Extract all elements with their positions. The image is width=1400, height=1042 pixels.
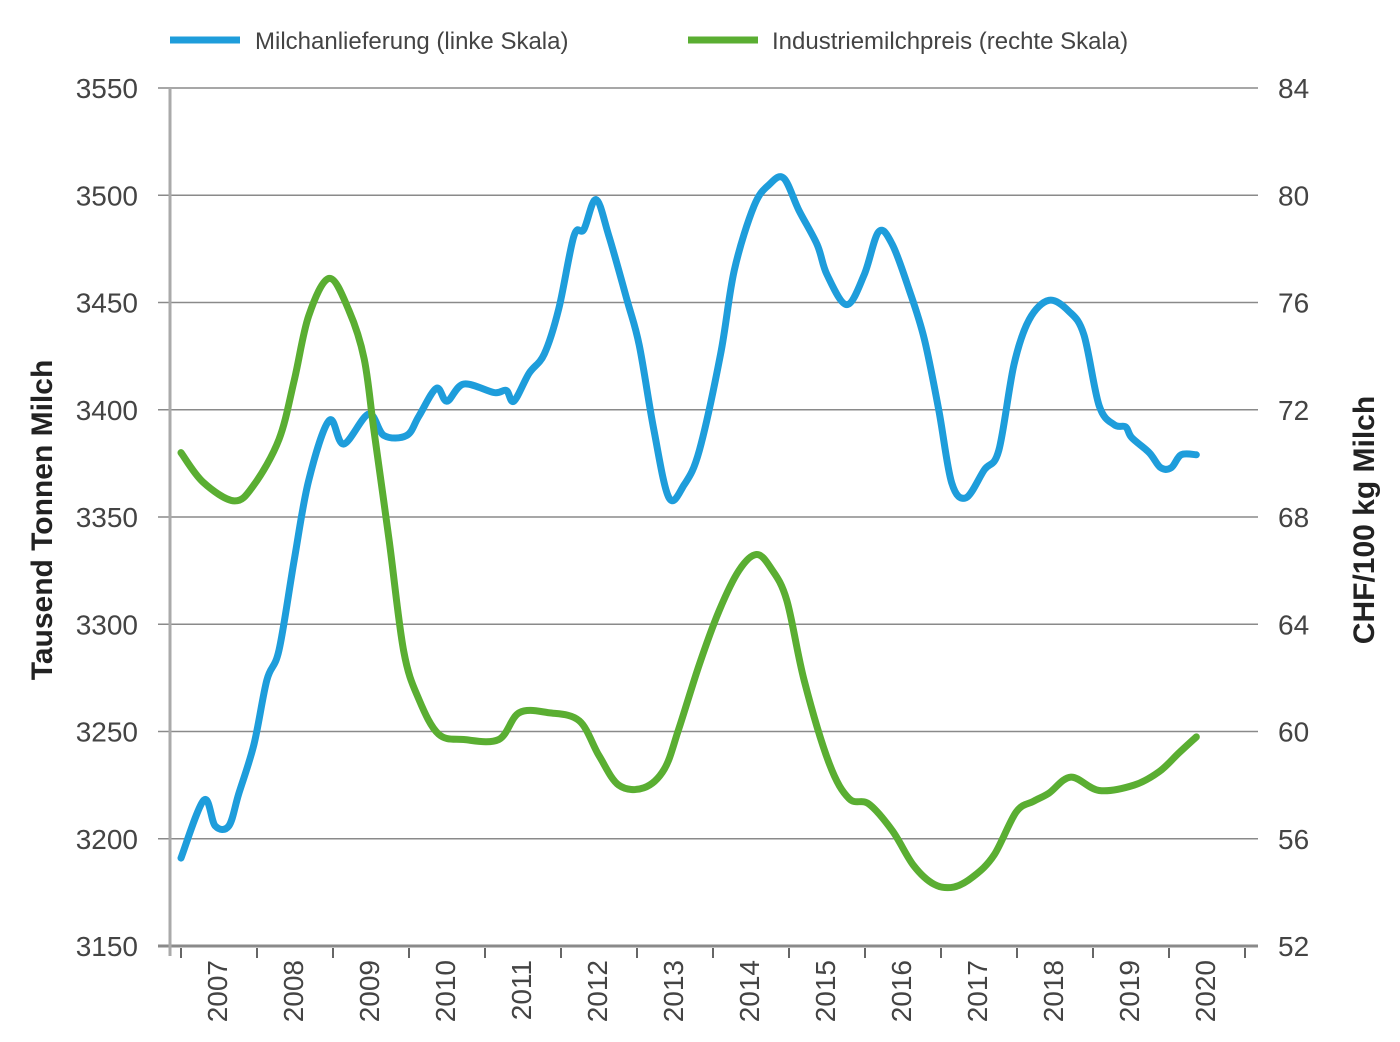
x-tick-label: 2010 bbox=[430, 960, 461, 1022]
x-tick-label: 2016 bbox=[886, 960, 917, 1022]
right-tick-label: 80 bbox=[1278, 180, 1309, 211]
left-tick-label: 3350 bbox=[76, 502, 138, 533]
left-tick-label: 3200 bbox=[76, 824, 138, 855]
x-tick-label: 2019 bbox=[1114, 960, 1145, 1022]
x-tick-label: 2014 bbox=[734, 960, 765, 1022]
right-tick-label: 76 bbox=[1278, 288, 1309, 319]
series-line-industriemilchpreis bbox=[177, 274, 1200, 892]
x-tick-label: 2015 bbox=[810, 960, 841, 1022]
x-tick-label: 2020 bbox=[1190, 960, 1221, 1022]
x-tick-label: 2017 bbox=[962, 960, 993, 1022]
series-lines bbox=[177, 173, 1200, 892]
legend-label-milchanlieferung: Milchanlieferung (linke Skala) bbox=[255, 28, 568, 55]
series-line-milchanlieferung bbox=[177, 173, 1200, 862]
right-tick-label: 68 bbox=[1278, 502, 1309, 533]
right-axis-label: CHF/100 kg Milch bbox=[1348, 396, 1381, 644]
right-tick-label: 64 bbox=[1278, 609, 1309, 640]
right-tick-label: 84 bbox=[1278, 73, 1309, 104]
left-tick-label: 3550 bbox=[76, 73, 138, 104]
gridlines bbox=[158, 87, 1258, 956]
x-tick-label: 2009 bbox=[354, 960, 385, 1022]
legend-label-industriemilchpreis: Industriemilchpreis (rechte Skala) bbox=[772, 28, 1128, 55]
left-tick-label: 3300 bbox=[76, 609, 138, 640]
left-axis-label: Tausend Tonnen Milch bbox=[26, 360, 59, 681]
x-tick-label: 2018 bbox=[1038, 960, 1069, 1022]
right-tick-label: 60 bbox=[1278, 717, 1309, 748]
left-tick-label: 3150 bbox=[76, 931, 138, 962]
legend: Milchanlieferung (linke Skala) Industrie… bbox=[170, 28, 1128, 55]
x-tick-label: 2008 bbox=[278, 960, 309, 1022]
x-tick-label: 2007 bbox=[202, 960, 233, 1022]
left-tick-label: 3450 bbox=[76, 288, 138, 319]
x-tick-label: 2012 bbox=[582, 960, 613, 1022]
left-axis-ticks: 3150 3200 3250 3300 3350 3400 3450 3500 3550 bbox=[76, 73, 138, 962]
x-tick-label: 2011 bbox=[506, 960, 537, 1020]
x-axis-ticks: 2007 2008 2009 2010 2011 2012 2013 2014 2015 2016… bbox=[180, 948, 1246, 1022]
left-tick-label: 3500 bbox=[76, 180, 138, 211]
right-tick-label: 52 bbox=[1278, 931, 1309, 962]
left-tick-label: 3400 bbox=[76, 395, 138, 426]
right-tick-label: 72 bbox=[1278, 395, 1309, 426]
right-tick-label: 56 bbox=[1278, 824, 1309, 855]
x-tick-label: 2013 bbox=[658, 960, 689, 1022]
left-tick-label: 3250 bbox=[76, 717, 138, 748]
right-axis-ticks: 52 56 60 64 68 72 76 80 84 bbox=[1278, 73, 1309, 962]
